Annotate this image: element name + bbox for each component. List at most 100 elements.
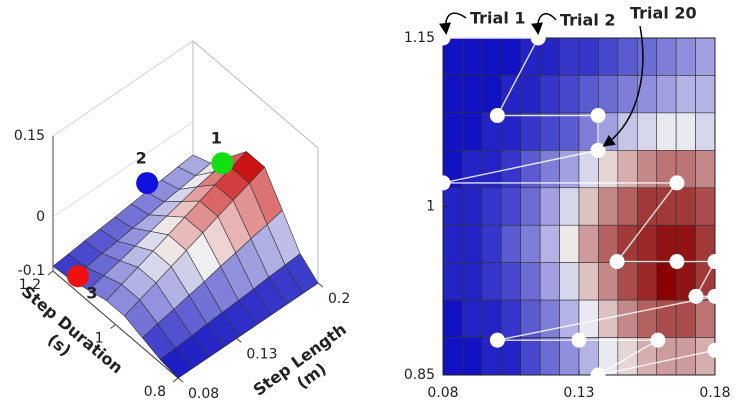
tick-mark	[172, 377, 179, 383]
z-tick-label: -0.1	[18, 263, 45, 279]
trial-point	[707, 342, 723, 358]
x-tick-label: 0.2	[328, 291, 350, 307]
heatmap-cell	[695, 299, 716, 338]
heatmap-cell	[578, 37, 599, 76]
surface-patch	[159, 347, 194, 379]
marker-label: 1	[211, 129, 222, 148]
heatmap-cell	[481, 299, 502, 338]
heatmap-cell	[539, 187, 560, 226]
tick-mark	[110, 324, 116, 329]
heatmap-cell	[481, 224, 502, 263]
heatmap-cell	[462, 224, 483, 263]
heatmap-cell	[559, 75, 580, 114]
z-tick-label: 0.15	[14, 128, 45, 144]
heatmap-cell	[675, 187, 696, 226]
heatmap-plot: 0.08 0.13 0.18 0.85 1 1.15	[404, 30, 731, 401]
heatmap-cell	[695, 150, 716, 189]
annotation: Trial 1	[470, 9, 526, 28]
arrow	[439, 12, 467, 35]
annotations: Trial 1 Trial 2 Trial 20	[439, 4, 697, 147]
heatmap-cell	[462, 75, 483, 114]
annotation: Trial 2	[560, 11, 616, 30]
heatmap-cell	[578, 262, 599, 301]
heatmap-cell	[559, 262, 580, 301]
x-tick-label: 0.13	[246, 346, 277, 362]
trial-point	[609, 254, 625, 270]
heatmap-cell	[695, 37, 716, 76]
heatmap-cell	[462, 262, 483, 301]
heatmap-cell	[617, 150, 638, 189]
heatmap-cell	[675, 112, 696, 151]
heatmap-cell	[559, 37, 580, 76]
heatmap-cell	[617, 262, 638, 301]
x-axis-title: Step Length(m)	[249, 319, 361, 415]
trial-point	[688, 288, 704, 304]
heatmap-cell	[520, 75, 541, 114]
heatmap-cell	[656, 75, 677, 114]
trial-point	[590, 367, 606, 383]
heatmap-cell	[617, 299, 638, 338]
heatmap-cell	[539, 337, 560, 376]
heatmap-cell	[520, 112, 541, 151]
grid-line	[52, 121, 194, 218]
x-tick-label: 0.13	[563, 385, 594, 401]
heatmap-cell	[598, 37, 619, 76]
heatmap-cell	[442, 337, 463, 376]
heatmap-cell	[559, 112, 580, 151]
trial-point	[590, 142, 606, 158]
trial-point	[669, 254, 685, 270]
heatmap-cell	[578, 187, 599, 226]
heatmap-cell	[598, 75, 619, 114]
grid-line	[52, 40, 194, 137]
heatmap-cell	[656, 262, 677, 301]
heatmap-cell	[539, 150, 560, 189]
y-tick-label: 1	[426, 199, 435, 215]
heatmap-cell	[462, 112, 483, 151]
arrow	[602, 25, 644, 147]
heatmap-cell	[656, 37, 677, 76]
heatmap-cell	[559, 224, 580, 263]
heatmap-cell	[462, 299, 483, 338]
marker	[67, 265, 89, 288]
heatmap-cell	[500, 299, 522, 338]
heatmap-cell	[578, 75, 599, 114]
arrow	[531, 13, 557, 35]
heatmap-cell	[442, 112, 463, 151]
y-tick-label: 1.15	[404, 30, 435, 46]
heatmap-cell	[520, 187, 541, 226]
heatmap-cell	[442, 299, 463, 338]
heatmap-cell	[520, 337, 541, 376]
heatmap-cell	[636, 262, 658, 301]
marker	[211, 152, 234, 175]
tick-mark	[317, 282, 324, 288]
trial-point	[530, 30, 546, 46]
heatmap-cell	[656, 112, 677, 151]
trial-point	[435, 30, 451, 46]
heatmap-cell	[481, 150, 502, 189]
heatmap-cell	[462, 150, 483, 189]
heatmap-cell	[539, 262, 560, 301]
y-tick-label: 0.85	[404, 367, 435, 383]
heatmap-cell	[598, 187, 619, 226]
heatmap-cell	[578, 299, 599, 338]
heatmap-cell	[539, 112, 560, 151]
trial-point	[707, 254, 723, 270]
heatmap-cell	[675, 299, 696, 338]
heatmap-cell	[695, 75, 716, 114]
heatmap-cell	[520, 262, 541, 301]
heatmap-cell	[559, 187, 580, 226]
heatmap-cell	[442, 75, 463, 114]
heatmap-cell	[636, 187, 658, 226]
trial-point	[650, 332, 666, 348]
heatmap-cell	[500, 262, 522, 301]
heatmap-cell	[675, 75, 696, 114]
heatmap-cell	[462, 37, 483, 76]
heatmap-cell	[539, 224, 560, 263]
tick-mark	[177, 377, 184, 383]
tick-mark	[236, 338, 242, 343]
annotation: Trial 20	[630, 4, 697, 23]
heatmap-cell	[462, 337, 483, 376]
trial-point	[435, 175, 451, 191]
heatmap-cell	[500, 224, 522, 263]
